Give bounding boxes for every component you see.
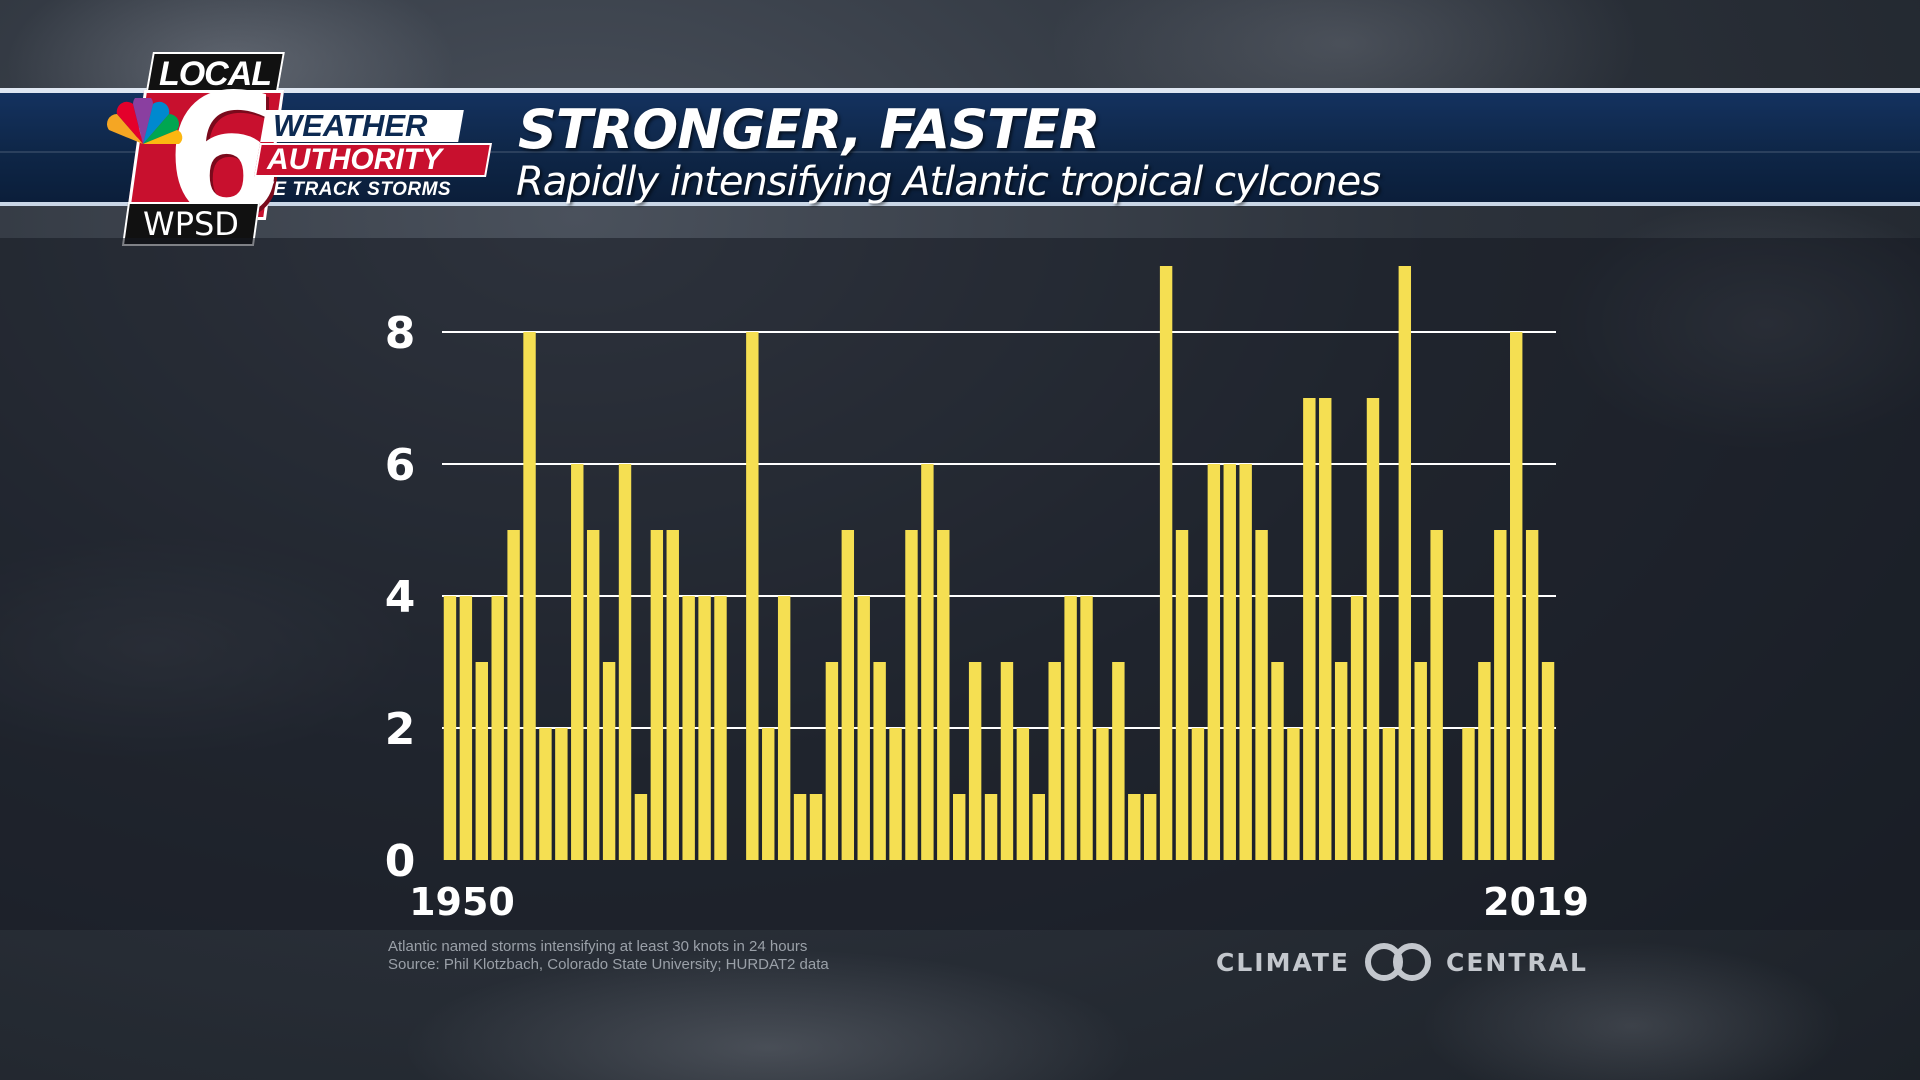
bar-2015 [1478,662,1491,860]
bar-1976 [857,596,870,860]
y-tick-label-8: 8 [385,308,416,359]
bar-2014 [1462,728,1475,860]
climate-central-icon [1365,943,1431,981]
bar-1989 [1064,596,1077,860]
bar-1995 [1159,266,1173,860]
bar-2006 [1334,662,1348,860]
bar-1992 [1112,662,1125,860]
chart-source: Source: Phil Klotzbach, Colorado State U… [388,956,829,973]
bar-1971 [777,596,791,860]
brand-left-text: CLIMATE [1216,947,1350,977]
bar-2011 [1414,662,1427,860]
bar-2016 [1494,530,1507,860]
bar-2008 [1366,398,1380,860]
bar-2003 [1287,728,1300,860]
bar-1957 [555,728,568,860]
bar-1990 [1080,596,1093,860]
bar-1988 [1048,662,1061,860]
bar-1972 [793,794,807,860]
bar-1979 [905,530,918,860]
bar-1952 [475,662,488,860]
bar-2005 [1319,398,1332,860]
bar-1984 [984,794,998,860]
bar-2017 [1510,332,1523,860]
bar-1983 [968,662,982,860]
y-tick-label-0: 0 [385,836,416,887]
bar-1993 [1128,794,1141,860]
bar-1985 [1000,662,1014,860]
bar-2001 [1255,530,1268,860]
bar-1973 [809,794,823,860]
bar-1954 [507,530,520,860]
bar-1967 [714,596,727,860]
bar-2009 [1382,728,1396,860]
bar-2004 [1303,398,1316,860]
bar-2010 [1398,266,1412,860]
bar-1974 [825,662,839,860]
bar-1977 [873,662,886,860]
y-tick-label-2: 2 [385,704,416,755]
bar-1962 [634,794,648,860]
logo-tagline: WE TRACK STORMS [255,179,452,200]
bar-1960 [602,662,616,860]
bar-1981 [937,530,950,860]
y-tick-label-6: 6 [385,440,416,491]
bar-1987 [1032,794,1045,860]
climate-central-logo: CLIMATE CENTRAL [1216,942,1588,982]
bar-1953 [491,596,504,860]
y-tick-label-4: 4 [385,572,416,623]
bar-1994 [1143,794,1157,860]
bar-1964 [666,530,679,860]
x-tick-label-start: 1950 [409,880,515,924]
bar-1963 [650,530,664,860]
peacock-icon [107,98,183,144]
station-logo: LOCAL 6 WPSD WEATHER AUTHORITY WE TRACK … [105,52,495,246]
bar-1997 [1191,728,1205,860]
bar-1975 [841,530,855,860]
bar-2018 [1525,530,1539,860]
bar-1978 [889,728,902,860]
bar-1986 [1016,728,1030,860]
bar-1998 [1207,464,1221,860]
bar-1982 [953,794,966,860]
bar-1961 [618,464,632,860]
bar-1959 [586,530,600,860]
bar-1955 [523,332,536,860]
page-title: STRONGER, FASTER [518,98,1100,161]
bar-2007 [1350,596,1364,860]
bar-1991 [1096,728,1109,860]
bar-1970 [762,728,775,860]
bar-1999 [1223,464,1236,860]
bar-1969 [746,332,759,860]
bar-1958 [571,464,584,860]
page-subtitle: Rapidly intensifying Atlantic tropical c… [516,159,1381,205]
bar-2002 [1271,662,1284,860]
bar-2012 [1430,530,1443,860]
bar-1965 [682,596,695,860]
bar-1956 [539,728,552,860]
bar-2019 [1541,662,1555,860]
chart-note: Atlantic named storms intensifying at le… [388,938,808,955]
bar-1951 [459,596,473,860]
bar-1966 [698,596,711,860]
bar-1950 [443,596,457,860]
bar-1980 [921,464,934,860]
x-tick-label-end: 2019 [1483,880,1589,924]
bar-1996 [1175,530,1189,860]
bar-2000 [1239,464,1252,860]
brand-right-text: CENTRAL [1446,947,1588,977]
